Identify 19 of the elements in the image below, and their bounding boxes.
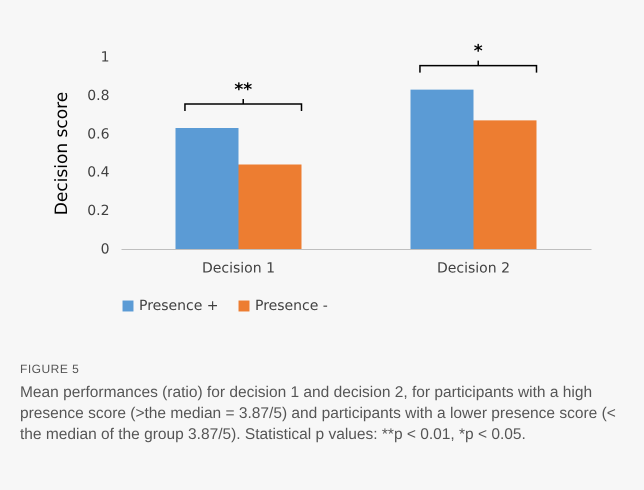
y-tick-label: 0.4 — [87, 164, 110, 181]
bar — [410, 90, 474, 249]
bar — [175, 128, 238, 249]
legend-label: Presence - — [255, 298, 328, 314]
x-tick-label: Decision 1 — [202, 260, 275, 276]
bar — [474, 120, 537, 249]
bar — [238, 164, 302, 249]
x-tick-label: Decision 2 — [437, 260, 510, 276]
legend-label: Presence + — [139, 298, 219, 314]
y-axis-title: Decision score — [52, 92, 72, 216]
annotation: * — [474, 42, 483, 62]
annotation: ** — [234, 80, 252, 100]
y-tick-label: 0.2 — [87, 203, 110, 220]
text: Mean performances (ratio) for decision 1 and decision 2, for participants with a high presence score (>the median = 3.87/5) and participants with a lower presence score (< the median of the group 3.87/5). Statistical p values: **p < 0.01, *p < 0.05. — [20, 383, 617, 445]
y-tick-label: 0.8 — [87, 88, 110, 104]
y-tick-label: 0 — [100, 242, 110, 258]
y-tick-label: 0.6 — [87, 126, 110, 142]
caption: FIGURE 5 — [20, 362, 80, 376]
y-tick-label: 1 — [100, 50, 110, 66]
